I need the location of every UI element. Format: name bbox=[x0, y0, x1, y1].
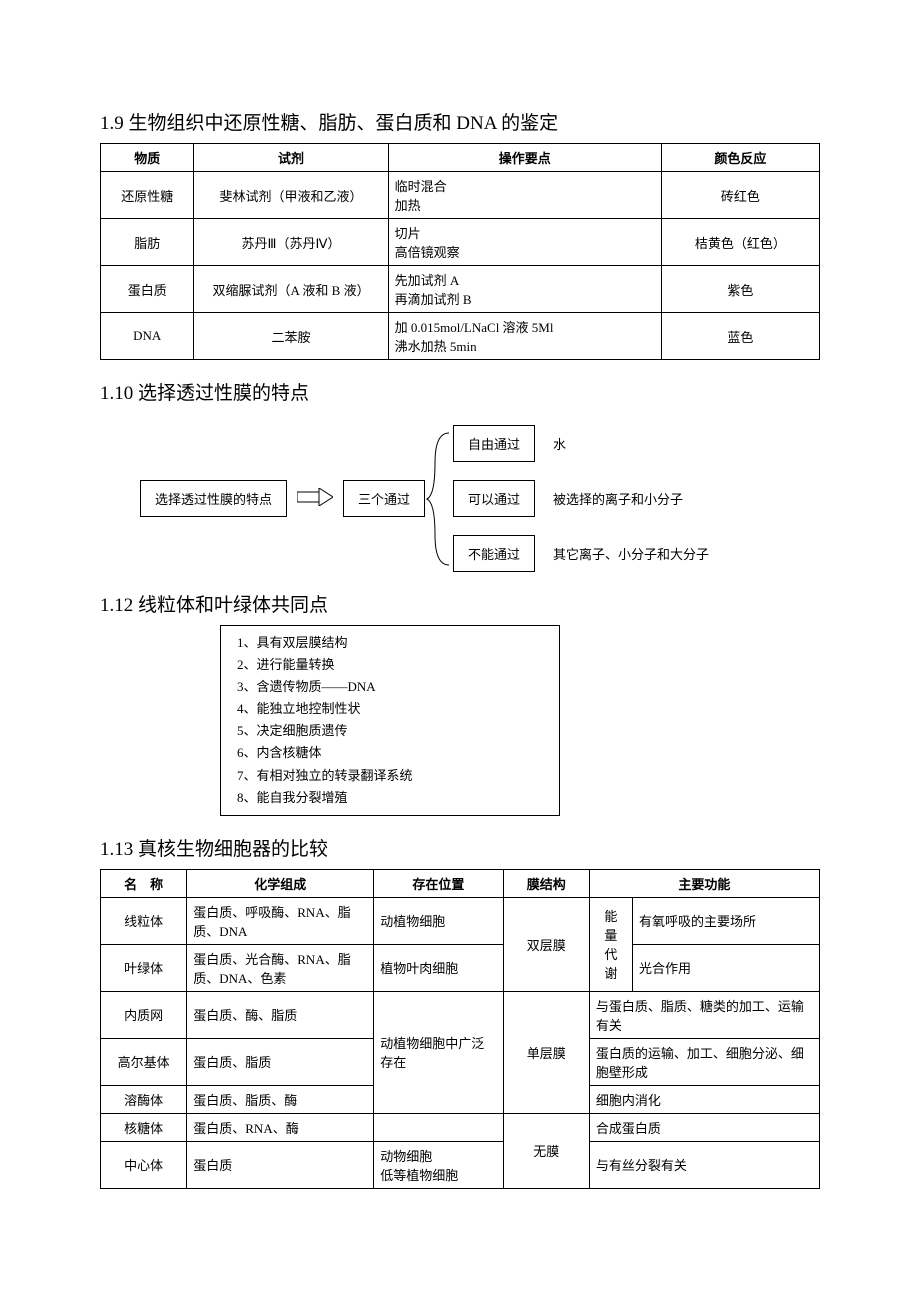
cell-color: 蓝色 bbox=[661, 313, 819, 360]
cell-procedure: 加 0.015mol/LNaCl 溶液 5Ml 沸水加热 5min bbox=[388, 313, 661, 360]
branch-row: 可以通过 被选择的离子和小分子 bbox=[453, 480, 709, 517]
bracket-icon bbox=[425, 429, 453, 569]
cell-loc-wide: 动植物细胞中广泛存在 bbox=[374, 991, 503, 1113]
cell-chem: 蛋白质 bbox=[187, 1141, 374, 1188]
branch-row: 不能通过 其它离子、小分子和大分子 bbox=[453, 535, 709, 572]
list-item: 8、能自我分裂增殖 bbox=[237, 787, 543, 809]
cell-substance: 还原性糖 bbox=[101, 172, 194, 219]
cell-reagent: 双缩脲试剂（A 液和 B 液） bbox=[194, 266, 388, 313]
branch-row: 自由通过 水 bbox=[453, 425, 709, 462]
listbox-1-12: 1、具有双层膜结构 2、进行能量转换 3、含遗传物质——DNA 4、能独立地控制… bbox=[220, 625, 560, 816]
cell-color: 砖红色 bbox=[661, 172, 819, 219]
cell-chem: 蛋白质、脂质 bbox=[187, 1038, 374, 1085]
section-1-10-title: 1.10 选择透过性膜的特点 bbox=[100, 378, 820, 405]
cell-chem: 蛋白质、脂质、酶 bbox=[187, 1085, 374, 1113]
table-1-13: 名 称 化学组成 存在位置 膜结构 主要功能 线粒体 蛋白质、呼吸酶、RNA、脂… bbox=[100, 869, 820, 1189]
cell-name: 溶酶体 bbox=[101, 1085, 187, 1113]
cell-reagent: 苏丹Ⅲ（苏丹Ⅳ） bbox=[194, 219, 388, 266]
branch-box: 自由通过 bbox=[453, 425, 535, 462]
cell-procedure: 先加试剂 A 再滴加试剂 B bbox=[388, 266, 661, 313]
col-loc: 存在位置 bbox=[374, 869, 503, 897]
flow-mid-box: 三个通过 bbox=[343, 480, 425, 517]
list-item: 2、进行能量转换 bbox=[237, 654, 543, 676]
cell-chem: 蛋白质、呼吸酶、RNA、脂质、DNA bbox=[187, 897, 374, 944]
cell-func: 蛋白质的运输、加工、细胞分泌、细胞壁形成 bbox=[589, 1038, 819, 1085]
list-item: 5、决定细胞质遗传 bbox=[237, 720, 543, 742]
branch-group: 自由通过 水 可以通过 被选择的离子和小分子 不能通过 其它离子、小分子和大分子 bbox=[425, 425, 709, 572]
table-header-row: 名 称 化学组成 存在位置 膜结构 主要功能 bbox=[101, 869, 820, 897]
col-color: 颜色反应 bbox=[661, 144, 819, 172]
cell-name: 线粒体 bbox=[101, 897, 187, 944]
table-row: 核糖体 蛋白质、RNA、酶 无膜 合成蛋白质 bbox=[101, 1113, 820, 1141]
branch-box: 可以通过 bbox=[453, 480, 535, 517]
flow-diagram-1-10: 选择透过性膜的特点 三个通过 自由通过 水 可以通过 被选择的离子和小分子 不能… bbox=[140, 425, 820, 572]
table-header-row: 物质 试剂 操作要点 颜色反应 bbox=[101, 144, 820, 172]
cell-func: 细胞内消化 bbox=[589, 1085, 819, 1113]
cell-mem-double: 双层膜 bbox=[503, 897, 589, 991]
cell-reagent: 斐林试剂（甲液和乙液） bbox=[194, 172, 388, 219]
cell-reagent: 二苯胺 bbox=[194, 313, 388, 360]
table-row: 还原性糖 斐林试剂（甲液和乙液） 临时混合 加热 砖红色 bbox=[101, 172, 820, 219]
cell-loc: 植物叶肉细胞 bbox=[374, 944, 503, 991]
cell-func: 与有丝分裂有关 bbox=[589, 1141, 819, 1188]
col-chem: 化学组成 bbox=[187, 869, 374, 897]
col-mem: 膜结构 bbox=[503, 869, 589, 897]
arrow-icon bbox=[297, 486, 333, 512]
cell-mem-single: 单层膜 bbox=[503, 991, 589, 1113]
cell-substance: 蛋白质 bbox=[101, 266, 194, 313]
cell-substance: 脂肪 bbox=[101, 219, 194, 266]
table-row: 线粒体 蛋白质、呼吸酶、RNA、脂质、DNA 动植物细胞 双层膜 能 量 代 谢… bbox=[101, 897, 820, 944]
table-row: 脂肪 苏丹Ⅲ（苏丹Ⅳ） 切片 高倍镜观察 桔黄色（红色） bbox=[101, 219, 820, 266]
col-name: 名 称 bbox=[101, 869, 187, 897]
list-item: 6、内含核糖体 bbox=[237, 742, 543, 764]
list-item: 7、有相对独立的转录翻译系统 bbox=[237, 765, 543, 787]
branch-desc: 水 bbox=[553, 434, 566, 453]
table-1-9: 物质 试剂 操作要点 颜色反应 还原性糖 斐林试剂（甲液和乙液） 临时混合 加热… bbox=[100, 143, 820, 360]
col-substance: 物质 bbox=[101, 144, 194, 172]
cell-loc: 动物细胞 低等植物细胞 bbox=[374, 1141, 503, 1188]
branch-desc: 其它离子、小分子和大分子 bbox=[553, 544, 709, 563]
cell-name: 核糖体 bbox=[101, 1113, 187, 1141]
cell-color: 紫色 bbox=[661, 266, 819, 313]
cell-func: 光合作用 bbox=[633, 944, 820, 991]
cell-name: 中心体 bbox=[101, 1141, 187, 1188]
cell-chem: 蛋白质、RNA、酶 bbox=[187, 1113, 374, 1141]
cell-mem-none: 无膜 bbox=[503, 1113, 589, 1188]
list-item: 1、具有双层膜结构 bbox=[237, 632, 543, 654]
branch-desc: 被选择的离子和小分子 bbox=[553, 489, 683, 508]
cell-loc: 动植物细胞 bbox=[374, 897, 503, 944]
table-row: 中心体 蛋白质 动物细胞 低等植物细胞 与有丝分裂有关 bbox=[101, 1141, 820, 1188]
list-item: 4、能独立地控制性状 bbox=[237, 698, 543, 720]
cell-name: 叶绿体 bbox=[101, 944, 187, 991]
branch-list: 自由通过 水 可以通过 被选择的离子和小分子 不能通过 其它离子、小分子和大分子 bbox=[453, 425, 709, 572]
cell-procedure: 切片 高倍镜观察 bbox=[388, 219, 661, 266]
cell-substance: DNA bbox=[101, 313, 194, 360]
cell-chem: 蛋白质、酶、脂质 bbox=[187, 991, 374, 1038]
table-row: 蛋白质 双缩脲试剂（A 液和 B 液） 先加试剂 A 再滴加试剂 B 紫色 bbox=[101, 266, 820, 313]
section-1-13-title: 1.13 真核生物细胞器的比较 bbox=[100, 834, 820, 861]
cell-loc bbox=[374, 1113, 503, 1141]
cell-procedure: 临时混合 加热 bbox=[388, 172, 661, 219]
col-procedure: 操作要点 bbox=[388, 144, 661, 172]
col-reagent: 试剂 bbox=[194, 144, 388, 172]
cell-func: 有氧呼吸的主要场所 bbox=[633, 897, 820, 944]
cell-chem: 蛋白质、光合酶、RNA、脂质、DNA、色素 bbox=[187, 944, 374, 991]
table-row: 叶绿体 蛋白质、光合酶、RNA、脂质、DNA、色素 植物叶肉细胞 光合作用 bbox=[101, 944, 820, 991]
cell-name: 内质网 bbox=[101, 991, 187, 1038]
cell-func: 合成蛋白质 bbox=[589, 1113, 819, 1141]
cell-func: 与蛋白质、脂质、糖类的加工、运输有关 bbox=[589, 991, 819, 1038]
col-func: 主要功能 bbox=[589, 869, 819, 897]
branch-box: 不能通过 bbox=[453, 535, 535, 572]
section-1-12-title: 1.12 线粒体和叶绿体共同点 bbox=[100, 590, 820, 617]
cell-name: 高尔基体 bbox=[101, 1038, 187, 1085]
table-row: 内质网 蛋白质、酶、脂质 动植物细胞中广泛存在 单层膜 与蛋白质、脂质、糖类的加… bbox=[101, 991, 820, 1038]
list-item: 3、含遗传物质——DNA bbox=[237, 676, 543, 698]
section-1-9-title: 1.9 生物组织中还原性糖、脂肪、蛋白质和 DNA 的鉴定 bbox=[100, 108, 820, 135]
table-row: DNA 二苯胺 加 0.015mol/LNaCl 溶液 5Ml 沸水加热 5mi… bbox=[101, 313, 820, 360]
flow-root-box: 选择透过性膜的特点 bbox=[140, 480, 287, 517]
cell-color: 桔黄色（红色） bbox=[661, 219, 819, 266]
cell-energy-group: 能 量 代 谢 bbox=[589, 897, 632, 991]
